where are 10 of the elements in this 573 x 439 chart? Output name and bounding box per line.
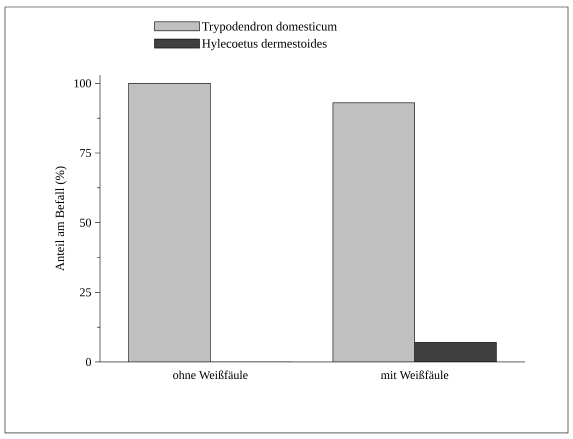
y-tick-label: 100	[74, 79, 92, 88]
legend-label: Hylecoetus dermestoides	[202, 38, 327, 50]
y-tick-label: 50	[80, 218, 92, 227]
y-axis-title: Anteil am Befall (%)	[55, 166, 67, 271]
y-tick-label: 75	[80, 149, 92, 157]
x-tick-label: mit Weißfäule	[380, 370, 448, 380]
y-tick-label: 0	[86, 358, 92, 366]
legend-label: Trypodendron domesticum	[202, 22, 337, 34]
y-tick-label: 25	[80, 288, 92, 296]
x-tick-label: ohne Weißfäule	[173, 370, 248, 380]
